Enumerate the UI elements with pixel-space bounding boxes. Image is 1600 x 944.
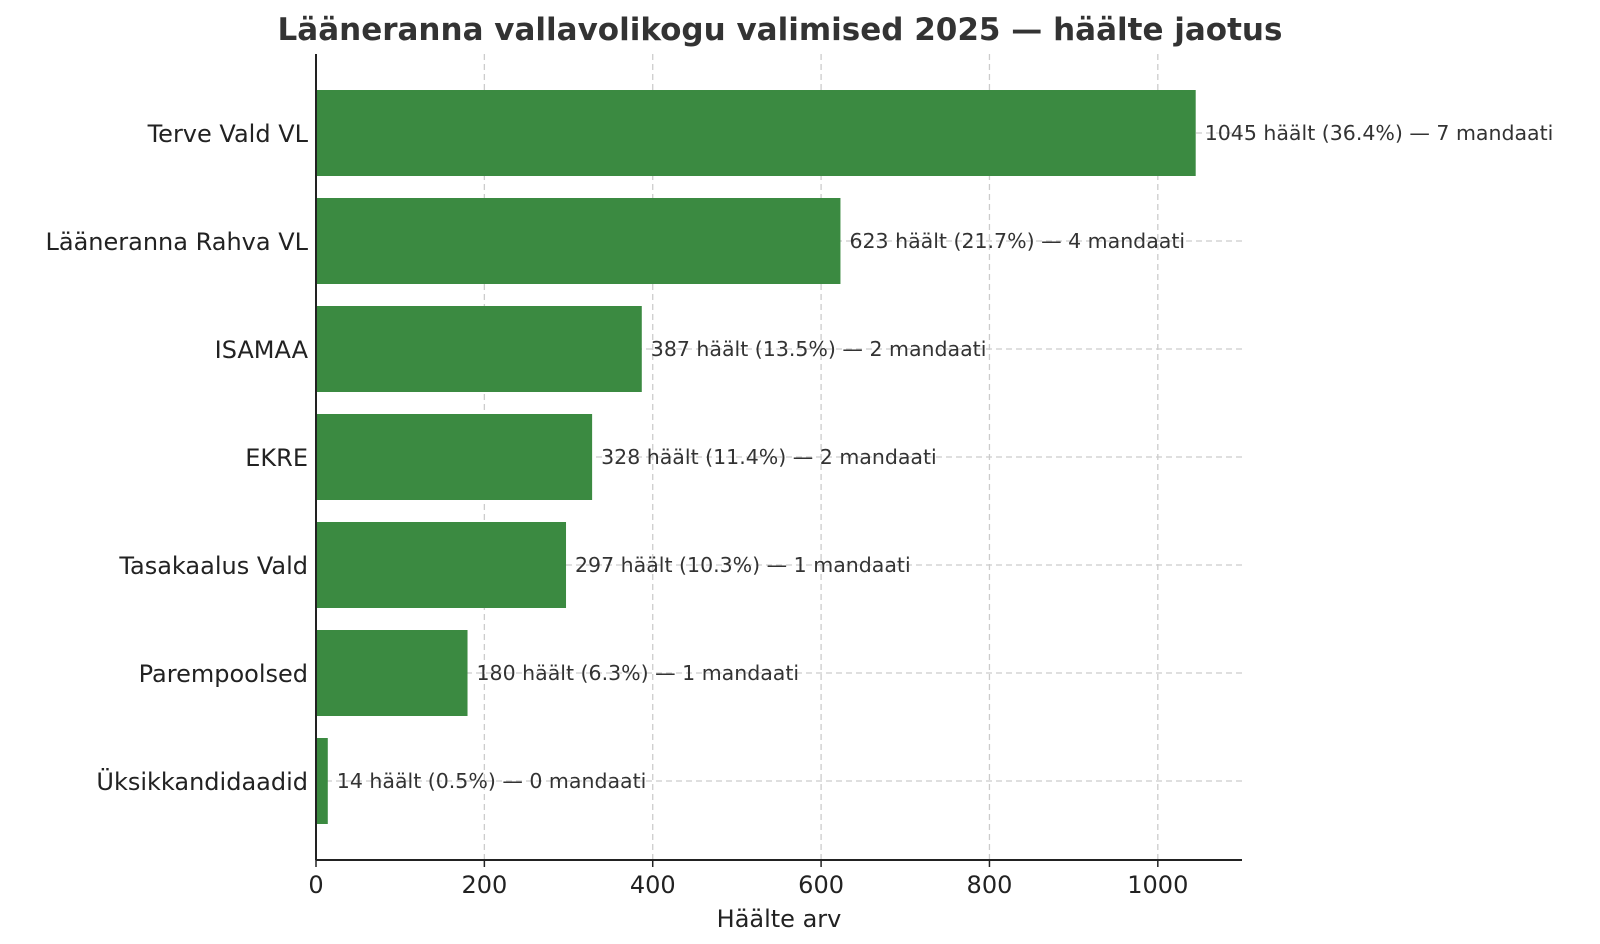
- data-label: 14 häält (0.5%) — 0 mandaati: [337, 769, 647, 793]
- data-label: 297 häält (10.3%) — 1 mandaati: [575, 553, 911, 577]
- x-tick-label: 600: [798, 871, 844, 899]
- category-label: Üksikkandidaadid: [96, 767, 308, 796]
- x-tick-label: 1000: [1127, 871, 1188, 899]
- data-labels: 1045 häält (36.4%) — 7 mandaati 623 häält…: [337, 121, 1554, 793]
- data-label: 387 häält (13.5%) — 2 mandaati: [651, 337, 987, 361]
- bar: [316, 306, 642, 392]
- category-label: ISAMAA: [215, 336, 309, 364]
- bars: [316, 90, 1196, 824]
- data-label: 623 häält (21.7%) — 4 mandaati: [849, 229, 1185, 253]
- bar: [316, 198, 841, 284]
- category-label: Parempoolsed: [139, 660, 308, 688]
- axes: [315, 54, 1242, 861]
- data-label: 180 häält (6.3%) — 1 mandaati: [477, 661, 800, 685]
- x-tick-label: 200: [461, 871, 507, 899]
- category-label: Lääneranna Rahva VL: [46, 228, 309, 256]
- data-label: 328 häält (11.4%) — 2 mandaati: [601, 445, 937, 469]
- x-tick-label: 0: [308, 871, 323, 899]
- bar: [316, 414, 593, 500]
- data-label: 1045 häält (36.4%) — 7 mandaati: [1205, 121, 1554, 145]
- bar: [316, 630, 468, 716]
- x-tick-label: 800: [967, 871, 1013, 899]
- category-labels: Terve Vald VL Lääneranna Rahva VL ISAMAA EK…: [46, 120, 309, 796]
- x-axis-ticks: 0 200 400 600 800 1000: [308, 860, 1188, 899]
- category-label: EKRE: [245, 444, 308, 472]
- bar: [316, 738, 328, 824]
- bar: [316, 90, 1196, 176]
- x-tick-label: 400: [630, 871, 676, 899]
- chart-title: Lääneranna vallavolikogu valimised 2025 …: [278, 12, 1283, 48]
- bar: [316, 522, 567, 608]
- category-label: Terve Vald VL: [147, 120, 309, 148]
- x-axis-title: Häälte arv: [717, 905, 842, 933]
- category-label: Tasakaalus Vald: [118, 552, 308, 580]
